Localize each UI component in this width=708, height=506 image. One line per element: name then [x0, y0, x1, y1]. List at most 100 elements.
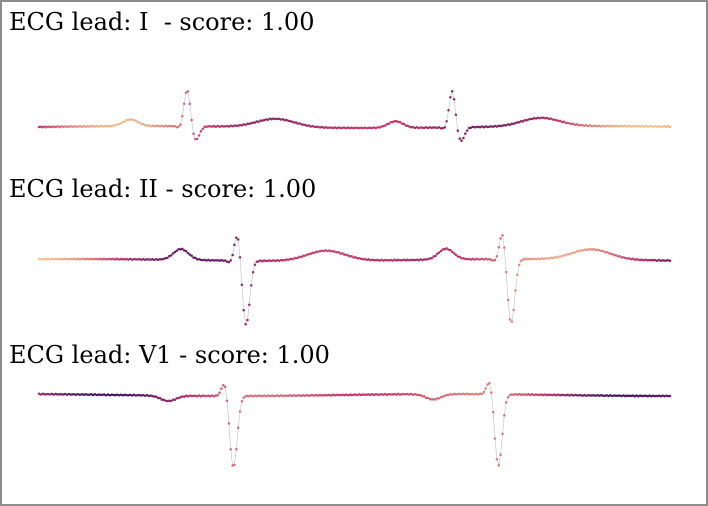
- ecg-sample-point: [369, 126, 372, 130]
- ecg-sample-point: [74, 125, 78, 128]
- ecg-sample-point: [89, 257, 93, 260]
- ecg-sample-point: [544, 393, 547, 396]
- ecg-sample-point: [557, 255, 560, 259]
- ecg-sample-point: [169, 254, 173, 257]
- ecg-sample-point: [519, 259, 523, 263]
- ecg-sample-point: [527, 257, 530, 260]
- ecg-sample-point: [329, 250, 333, 253]
- ecg-sample-point: [436, 126, 439, 129]
- ecg-sample-point: [138, 121, 141, 124]
- ecg-sample-point: [205, 259, 208, 262]
- ecg-sample-point: [363, 393, 366, 396]
- ecg-sample-point: [93, 257, 97, 261]
- ecg-sample-point: [195, 394, 199, 398]
- ecg-sample-point: [322, 393, 326, 397]
- ecg-sample-point: [341, 126, 344, 130]
- ecg-sample-point: [344, 253, 348, 257]
- ecg-sample-point: [60, 257, 63, 260]
- ecg-sample-point: [625, 125, 629, 128]
- ecg-sample-point: [410, 125, 413, 129]
- ecg-sample-point: [493, 437, 497, 440]
- ecg-sample-point: [268, 259, 272, 262]
- ecg-sample-point: [499, 124, 502, 128]
- ecg-sample-point: [441, 126, 445, 130]
- ecg-sample-point: [488, 381, 491, 385]
- ecg-sample-point: [128, 393, 132, 397]
- ecg-sample-point: [374, 393, 378, 396]
- ecg-sample-point: [618, 394, 621, 397]
- ecg-sample-point: [65, 393, 69, 396]
- ecg-sample-point: [588, 394, 592, 397]
- ecg-sample-point: [331, 393, 335, 396]
- ecg-sample-point: [155, 124, 158, 128]
- ecg-sample-point: [84, 258, 87, 261]
- ecg-sample-point: [262, 259, 266, 262]
- ecg-sample-point: [181, 395, 184, 398]
- ecg-sample-point: [575, 123, 579, 126]
- ecg-sample-point: [462, 257, 465, 260]
- ecg-sample-point: [311, 251, 314, 254]
- ecg-sample-point: [147, 394, 151, 398]
- ecg-sample-point: [566, 252, 569, 256]
- ecg-sample-point: [380, 125, 383, 128]
- ecg-sample-point: [220, 258, 223, 262]
- ecg-sample-point: [108, 124, 111, 127]
- ecg-sample-point: [596, 248, 599, 252]
- ecg-sample-point: [465, 392, 469, 396]
- ecg-sample-point: [465, 129, 469, 132]
- ecg-sample-point: [45, 258, 48, 261]
- ecg-sample-point: [93, 393, 97, 396]
- ecg-sample-point: [651, 125, 655, 128]
- ecg-sample-point: [478, 392, 482, 395]
- ecg-sample-point: [339, 252, 342, 255]
- ecg-sample-point: [618, 255, 621, 258]
- ecg-sample-point: [205, 125, 208, 129]
- ecg-sample-point: [480, 257, 484, 261]
- ecg-sample-point: [445, 247, 448, 250]
- ecg-sample-point: [208, 394, 212, 398]
- ecg-sample-point: [281, 394, 285, 398]
- ecg-sample-point: [199, 394, 203, 398]
- ecg-sample-point: [84, 393, 87, 396]
- ecg-sample-point: [138, 394, 141, 397]
- ecg-sample-point: [257, 394, 260, 398]
- ecg-sample-point: [657, 258, 661, 262]
- ecg-sample-point: [624, 124, 627, 128]
- ecg-sample-point: [134, 119, 138, 122]
- ecg-sample-point: [214, 125, 218, 128]
- ecg-sample-point: [547, 117, 551, 121]
- ecg-sample-point: [596, 124, 599, 128]
- ecg-sample-point: [387, 122, 391, 125]
- ecg-sample-point: [249, 394, 253, 397]
- ecg-sample-point: [503, 123, 506, 127]
- ecg-sample-point: [281, 117, 285, 121]
- ecg-sample-point: [326, 249, 329, 253]
- ecg-trace-line: [38, 90, 671, 142]
- ecg-sample-point: [242, 309, 245, 312]
- ecg-sample-point: [166, 125, 169, 128]
- ecg-sample-point: [274, 394, 277, 398]
- ecg-sample-point: [653, 394, 657, 398]
- ecg-sample-point: [629, 394, 633, 398]
- ecg-sample-point: [380, 392, 383, 396]
- ecg-sample-point: [236, 426, 240, 429]
- ecg-sample-point: [411, 258, 415, 262]
- ecg-sample-point: [614, 124, 618, 128]
- ecg-sample-point: [478, 257, 482, 261]
- ecg-sample-point: [307, 252, 311, 256]
- ecg-sample-point: [354, 393, 357, 396]
- ecg-sample-point: [339, 126, 342, 130]
- ecg-sample-point: [251, 270, 255, 274]
- ecg-sample-point: [169, 399, 173, 403]
- ecg-sample-point: [248, 394, 251, 398]
- ecg-sample-point: [201, 394, 205, 397]
- ecg-sample-point: [460, 257, 463, 260]
- ecg-sample-point: [616, 255, 620, 258]
- ecg-sample-point: [104, 258, 108, 261]
- ecg-sample-point: [456, 129, 460, 132]
- ecg-sample-point: [253, 121, 257, 124]
- ecg-sample-point: [182, 102, 186, 106]
- ecg-sample-point: [566, 393, 569, 397]
- ecg-sample-point: [601, 394, 605, 397]
- ecg-sample-point: [316, 125, 320, 129]
